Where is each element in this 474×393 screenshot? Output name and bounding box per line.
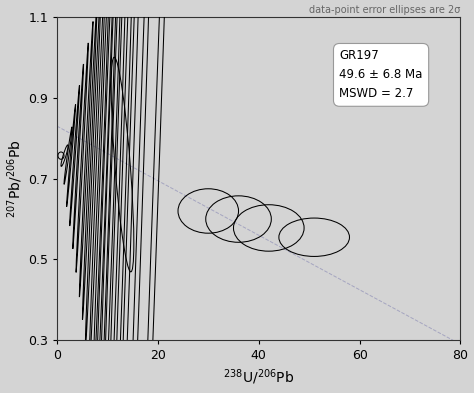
Text: GR197
49.6 ± 6.8 Ma
MSWD = 2.7: GR197 49.6 ± 6.8 Ma MSWD = 2.7 — [339, 50, 423, 100]
Y-axis label: $^{207}$Pb/$^{206}$Pb: $^{207}$Pb/$^{206}$Pb — [6, 140, 25, 218]
Text: data-point error ellipses are 2σ: data-point error ellipses are 2σ — [309, 6, 460, 15]
X-axis label: $^{238}$U/$^{206}$Pb: $^{238}$U/$^{206}$Pb — [223, 368, 294, 387]
